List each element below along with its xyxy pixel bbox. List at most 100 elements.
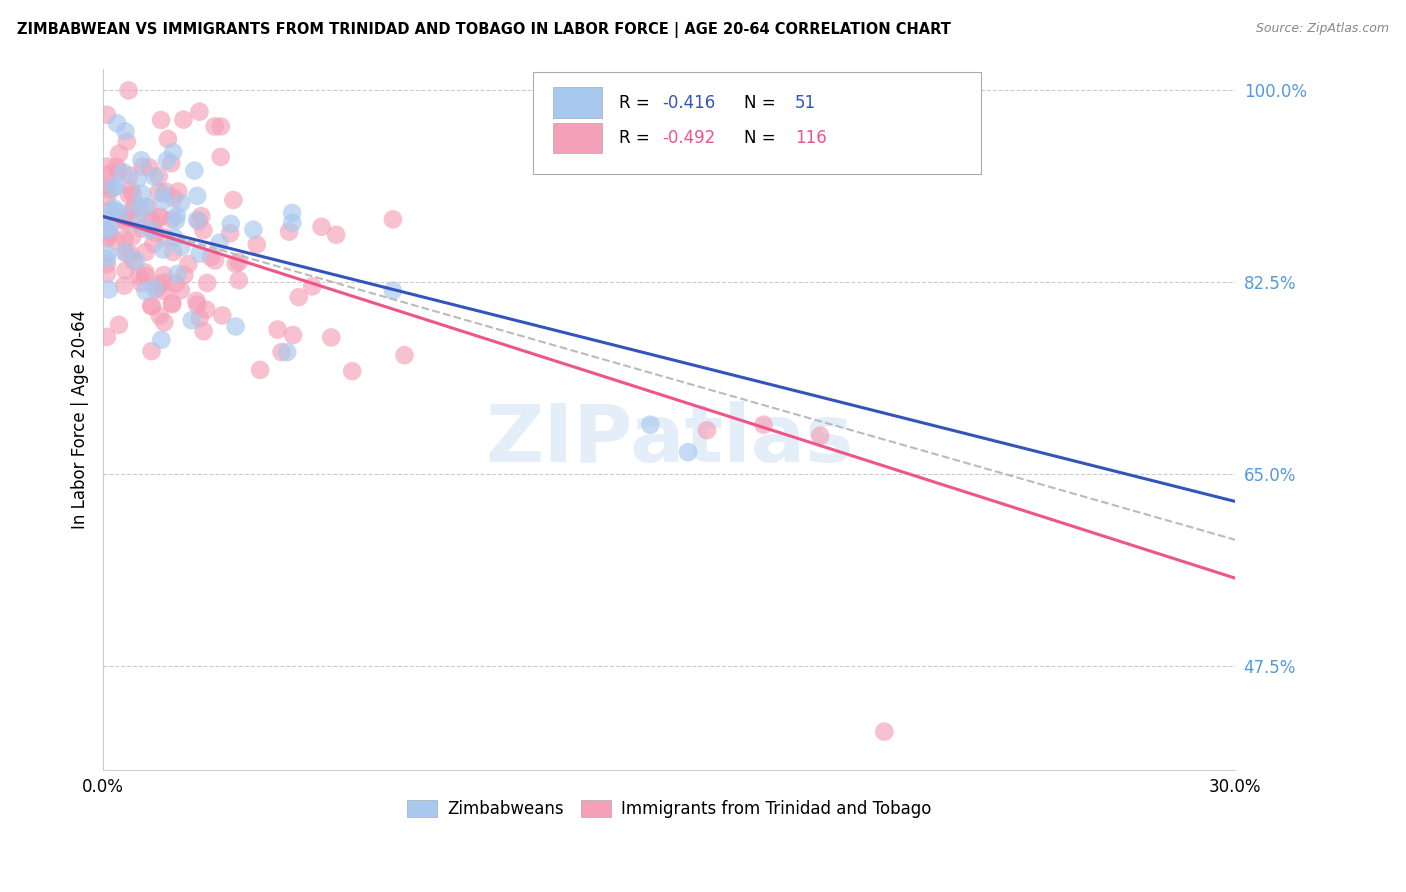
Point	[143, 281, 166, 295]
Point	[301, 279, 323, 293]
Point	[752, 417, 775, 432]
Point	[204, 120, 226, 134]
Point	[105, 116, 128, 130]
Point	[321, 330, 343, 344]
Point	[325, 227, 347, 242]
Point	[270, 345, 292, 359]
Point	[195, 276, 218, 290]
Point	[96, 267, 118, 281]
Point	[211, 309, 233, 323]
Point	[96, 108, 118, 122]
Point	[873, 724, 896, 739]
Point	[108, 318, 131, 332]
Point	[190, 209, 212, 223]
Point	[225, 256, 247, 270]
Point	[246, 237, 269, 252]
Point	[172, 112, 194, 127]
Point	[134, 268, 156, 283]
Text: R =: R =	[620, 129, 655, 147]
Point	[112, 214, 135, 228]
Point	[97, 283, 120, 297]
Legend: Zimbabweans, Immigrants from Trinidad and Tobago: Zimbabweans, Immigrants from Trinidad an…	[401, 793, 938, 825]
Point	[281, 216, 304, 230]
Point	[127, 171, 149, 186]
Point	[219, 217, 242, 231]
FancyBboxPatch shape	[553, 122, 602, 153]
Point	[186, 293, 208, 308]
Point	[152, 284, 174, 298]
Point	[98, 221, 121, 235]
Point	[98, 204, 121, 219]
Point	[183, 163, 205, 178]
Point	[156, 153, 179, 168]
Point	[160, 156, 183, 170]
Point	[204, 253, 226, 268]
Point	[242, 223, 264, 237]
Point	[134, 284, 156, 298]
Point	[134, 265, 156, 279]
Point	[152, 243, 174, 257]
Point	[146, 281, 169, 295]
Point	[166, 208, 188, 222]
Point	[219, 227, 242, 241]
Point	[149, 211, 172, 225]
Point	[128, 199, 150, 213]
Point	[114, 124, 136, 138]
Point	[96, 160, 118, 174]
Text: R =: R =	[620, 94, 655, 112]
Point	[96, 224, 118, 238]
Point	[287, 290, 309, 304]
Point	[281, 206, 304, 220]
Point	[120, 183, 142, 197]
Point	[167, 185, 190, 199]
Point	[96, 247, 118, 261]
Point	[96, 168, 118, 182]
Point	[187, 214, 209, 228]
Point	[276, 345, 298, 359]
Point	[188, 310, 211, 325]
Point	[281, 328, 304, 343]
Point	[142, 236, 165, 251]
Point	[148, 185, 170, 199]
Point	[200, 250, 222, 264]
Point	[150, 333, 173, 347]
Point	[195, 302, 218, 317]
Point	[141, 344, 163, 359]
Point	[128, 217, 150, 231]
Point	[152, 194, 174, 208]
Point	[114, 263, 136, 277]
Point	[381, 212, 404, 227]
Text: Source: ZipAtlas.com: Source: ZipAtlas.com	[1256, 22, 1389, 36]
Point	[139, 223, 162, 237]
Point	[141, 299, 163, 313]
Point	[139, 299, 162, 313]
Point	[222, 193, 245, 207]
Point	[228, 273, 250, 287]
Point	[107, 164, 129, 178]
Point	[193, 223, 215, 237]
Point	[143, 169, 166, 184]
Point	[155, 230, 177, 244]
Point	[112, 165, 135, 179]
Point	[165, 277, 187, 291]
Point	[193, 324, 215, 338]
Text: ZIMBABWEAN VS IMMIGRANTS FROM TRINIDAD AND TOBAGO IN LABOR FORCE | AGE 20-64 COR: ZIMBABWEAN VS IMMIGRANTS FROM TRINIDAD A…	[17, 22, 950, 38]
Text: -0.416: -0.416	[662, 94, 716, 112]
Point	[122, 253, 145, 268]
Point	[156, 132, 179, 146]
Point	[114, 245, 136, 260]
Point	[381, 284, 404, 298]
Point	[118, 169, 141, 183]
Point	[105, 160, 128, 174]
Point	[122, 202, 145, 216]
Point	[160, 296, 183, 310]
Point	[148, 169, 170, 184]
Point	[163, 231, 186, 245]
Point	[112, 278, 135, 293]
Point	[117, 83, 139, 97]
Point	[150, 112, 173, 127]
Point	[394, 348, 416, 362]
Point	[165, 213, 187, 227]
Point	[160, 212, 183, 227]
Point	[340, 364, 363, 378]
